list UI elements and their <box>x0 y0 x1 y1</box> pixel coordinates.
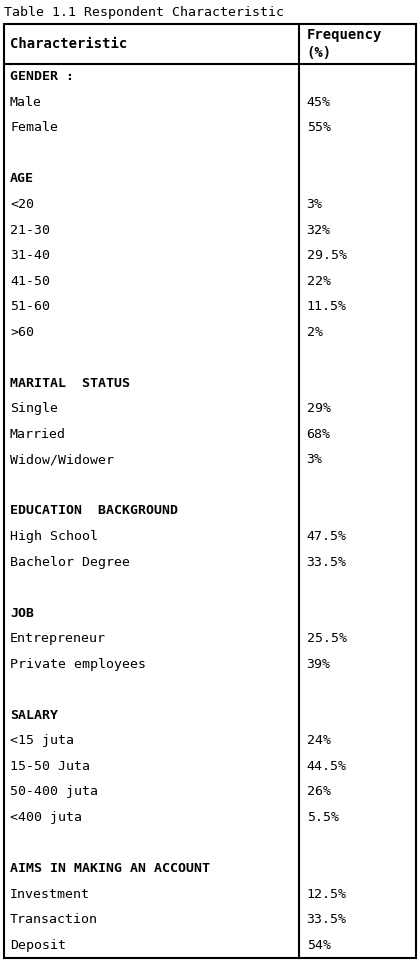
Text: Private employees: Private employees <box>10 658 146 670</box>
Text: 26%: 26% <box>307 785 331 799</box>
Text: Transaction: Transaction <box>10 913 98 926</box>
Text: 32%: 32% <box>307 223 331 237</box>
Text: Bachelor Degree: Bachelor Degree <box>10 555 130 569</box>
Text: EDUCATION  BACKGROUND: EDUCATION BACKGROUND <box>10 504 178 518</box>
Text: 68%: 68% <box>307 428 331 440</box>
Text: 39%: 39% <box>307 658 331 670</box>
Text: >60: >60 <box>10 326 34 339</box>
Text: Investment: Investment <box>10 888 90 900</box>
Text: 29%: 29% <box>307 402 331 415</box>
Text: 45%: 45% <box>307 96 331 109</box>
Text: Table 1.1 Respondent Characteristic: Table 1.1 Respondent Characteristic <box>4 6 284 19</box>
Text: Male: Male <box>10 96 42 109</box>
Text: 29.5%: 29.5% <box>307 249 346 262</box>
Text: 41-50: 41-50 <box>10 274 50 288</box>
Text: Characteristic: Characteristic <box>10 37 127 51</box>
Text: SALARY: SALARY <box>10 709 58 722</box>
Text: 21-30: 21-30 <box>10 223 50 237</box>
Text: 31-40: 31-40 <box>10 249 50 262</box>
Text: JOB: JOB <box>10 607 34 619</box>
Text: Widow/Widower: Widow/Widower <box>10 453 114 467</box>
Text: AGE: AGE <box>10 173 34 185</box>
Text: High School: High School <box>10 530 98 543</box>
Text: 24%: 24% <box>307 734 331 748</box>
Text: 33.5%: 33.5% <box>307 555 346 569</box>
Text: 5.5%: 5.5% <box>307 811 339 824</box>
Text: <15 juta: <15 juta <box>10 734 74 748</box>
Text: Deposit: Deposit <box>10 939 66 952</box>
Text: 2%: 2% <box>307 326 323 339</box>
Text: <400 juta: <400 juta <box>10 811 82 824</box>
Text: 50-400 juta: 50-400 juta <box>10 785 98 799</box>
Text: 12.5%: 12.5% <box>307 888 346 900</box>
Text: Married: Married <box>10 428 66 440</box>
Text: 51-60: 51-60 <box>10 300 50 313</box>
Text: Female: Female <box>10 122 58 134</box>
Text: Entrepreneur: Entrepreneur <box>10 632 106 645</box>
Text: AIMS IN MAKING AN ACCOUNT: AIMS IN MAKING AN ACCOUNT <box>10 862 210 875</box>
Text: <20: <20 <box>10 198 34 211</box>
Text: MARITAL  STATUS: MARITAL STATUS <box>10 377 130 390</box>
Text: 55%: 55% <box>307 122 331 134</box>
Text: 15-50 Juta: 15-50 Juta <box>10 760 90 773</box>
Text: 3%: 3% <box>307 453 323 467</box>
Text: 44.5%: 44.5% <box>307 760 346 773</box>
Text: GENDER :: GENDER : <box>10 71 74 83</box>
Text: 3%: 3% <box>307 198 323 211</box>
Text: 54%: 54% <box>307 939 331 952</box>
Text: Single: Single <box>10 402 58 415</box>
Text: Frequency
(%): Frequency (%) <box>307 28 382 60</box>
Text: 33.5%: 33.5% <box>307 913 346 926</box>
Text: 11.5%: 11.5% <box>307 300 346 313</box>
Text: 22%: 22% <box>307 274 331 288</box>
Text: 47.5%: 47.5% <box>307 530 346 543</box>
Text: 25.5%: 25.5% <box>307 632 346 645</box>
